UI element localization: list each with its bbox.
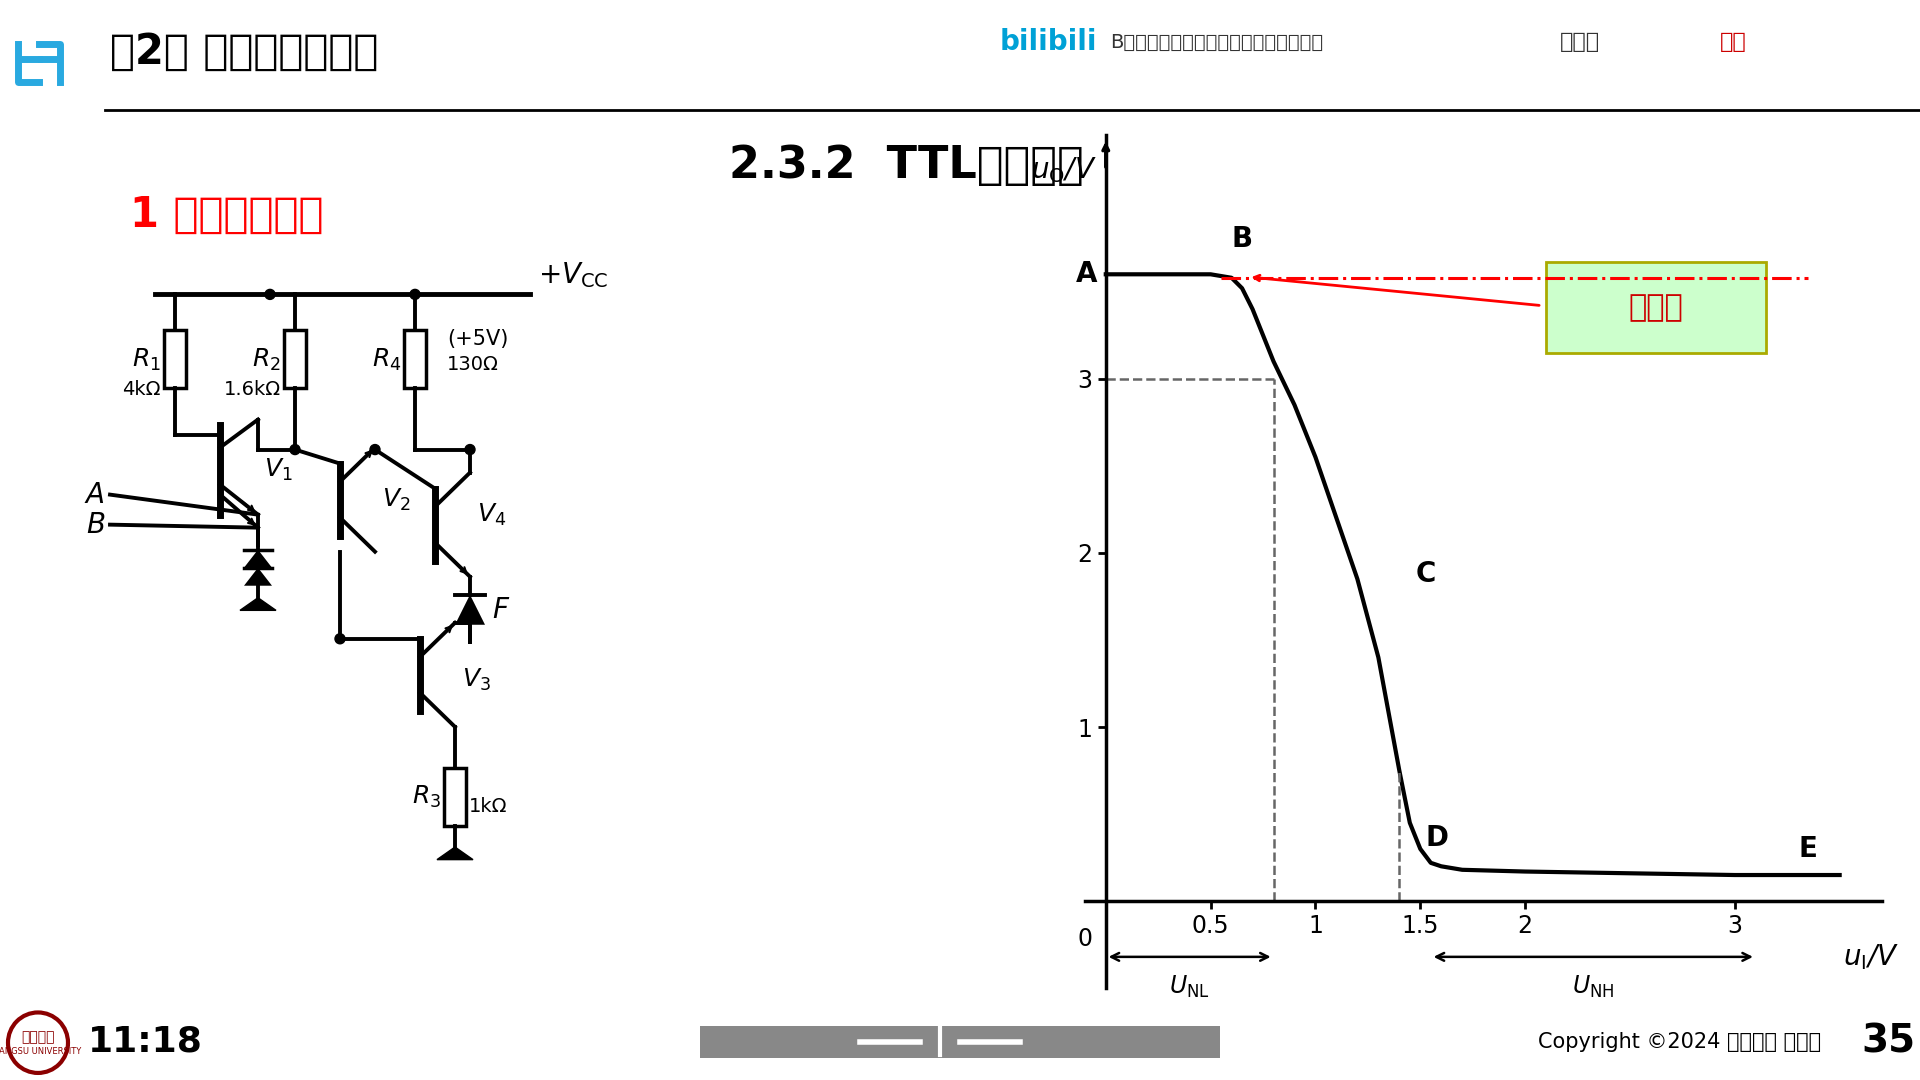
Text: 树星: 树星	[1720, 32, 1747, 52]
Circle shape	[465, 445, 474, 455]
Text: B: B	[1231, 226, 1252, 254]
Text: (+5V): (+5V)	[447, 329, 509, 350]
Text: D: D	[1425, 824, 1448, 852]
Text: $R_3$: $R_3$	[413, 784, 442, 810]
Text: $V_1$: $V_1$	[265, 457, 292, 483]
Bar	[444, 768, 467, 826]
Polygon shape	[438, 847, 472, 860]
Bar	[403, 330, 426, 389]
Text: A: A	[1075, 260, 1098, 288]
Polygon shape	[244, 568, 273, 585]
Bar	[1546, 262, 1766, 353]
Text: $U_{\rm NH}$: $U_{\rm NH}$	[1572, 974, 1615, 1000]
Text: 截止区: 截止区	[1628, 293, 1684, 322]
Circle shape	[265, 289, 275, 299]
Text: 35: 35	[1860, 1023, 1914, 1061]
Text: $V_4$: $V_4$	[476, 501, 507, 528]
Text: $B$: $B$	[86, 511, 106, 539]
Text: JIANGSU UNIVERSITY: JIANGSU UNIVERSITY	[0, 1048, 83, 1056]
Bar	[701, 1026, 1219, 1057]
Text: $A$: $A$	[84, 481, 106, 509]
Text: $F$: $F$	[492, 596, 511, 624]
Text: $R_1$: $R_1$	[132, 347, 161, 373]
Text: 1.6kΩ: 1.6kΩ	[225, 380, 280, 399]
Text: bilibili: bilibili	[1000, 28, 1098, 56]
Circle shape	[334, 634, 346, 644]
Text: 1kΩ: 1kΩ	[468, 797, 507, 816]
Polygon shape	[455, 595, 486, 624]
Text: 4kΩ: 4kΩ	[123, 380, 161, 399]
Text: B站课堂视频回看：勤于回看课堂未懂时: B站课堂视频回看：勤于回看课堂未懂时	[1110, 32, 1323, 52]
Text: 雨课堂: 雨课堂	[1559, 32, 1599, 52]
Text: C: C	[1417, 559, 1436, 588]
Bar	[163, 330, 186, 389]
Text: Copyright ©2024 江苏大学 王振宇: Copyright ©2024 江苏大学 王振宇	[1538, 1031, 1822, 1052]
Text: 130Ω: 130Ω	[447, 355, 499, 374]
Circle shape	[290, 445, 300, 455]
Text: $U_{\rm NL}$: $U_{\rm NL}$	[1169, 974, 1210, 1000]
Text: $u_{\rm O}$/V: $u_{\rm O}$/V	[1031, 154, 1096, 185]
Text: 0: 0	[1077, 928, 1092, 951]
Text: $+V_{\rm CC}$: $+V_{\rm CC}$	[538, 260, 609, 291]
Text: 第2章 集成逻辑门电路: 第2章 集成逻辑门电路	[109, 31, 378, 73]
Text: $u_{\rm I}$/V: $u_{\rm I}$/V	[1843, 942, 1899, 972]
Text: 1 电压传输特性: 1 电压传输特性	[131, 194, 323, 237]
Text: $R_4$: $R_4$	[372, 347, 401, 373]
Text: E: E	[1799, 835, 1818, 863]
Text: $V_3$: $V_3$	[463, 666, 492, 693]
Bar	[284, 330, 305, 389]
Text: 11:18: 11:18	[88, 1025, 202, 1058]
Text: $R_2$: $R_2$	[252, 347, 280, 373]
Text: 江苏大学: 江苏大学	[21, 1030, 56, 1044]
Circle shape	[411, 289, 420, 299]
Text: $V_2$: $V_2$	[382, 486, 411, 513]
Circle shape	[371, 445, 380, 455]
Polygon shape	[240, 597, 276, 610]
Polygon shape	[244, 550, 273, 568]
Text: 2.3.2  TTL与非门的技术参数: 2.3.2 TTL与非门的技术参数	[730, 145, 1190, 187]
